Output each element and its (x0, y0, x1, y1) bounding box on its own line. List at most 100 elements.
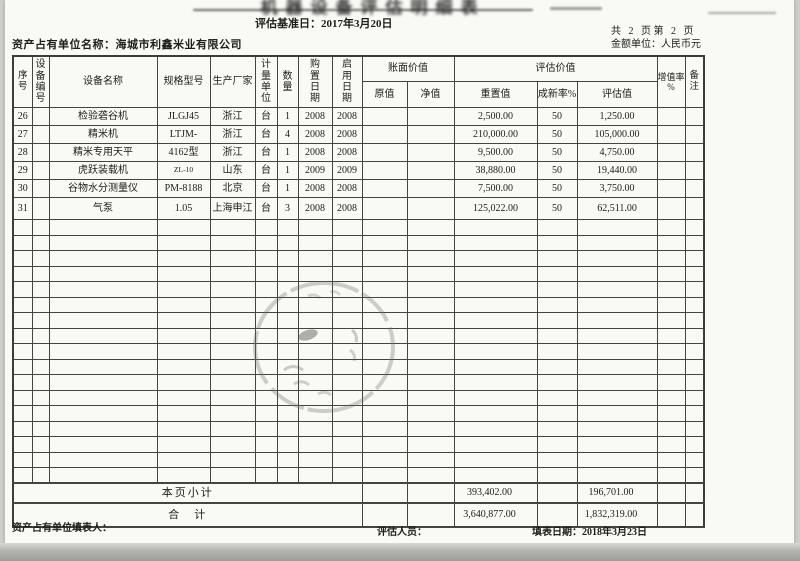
cell-new-rate (536, 502, 578, 528)
col-header-net-value: 净值 (406, 81, 455, 108)
cell-model: ZL-10 (156, 161, 211, 180)
scan-artifact (550, 7, 602, 10)
cell-use-date: 2008 (331, 125, 363, 144)
cell-replace-value: 2,500.00 (453, 107, 538, 126)
document-title-smudged: 机器设备评估明细表 (173, 0, 573, 18)
cell-qty: 1 (276, 179, 299, 198)
empty-table-row (12, 265, 705, 282)
cell-buy-date: 2008 (297, 125, 333, 144)
cell-net-value (406, 125, 455, 144)
empty-table-row (12, 358, 705, 375)
cell-incr-rate (656, 502, 686, 528)
cell-maker: 浙江 (209, 107, 256, 126)
cell-qty: 1 (276, 161, 299, 180)
cell-unit: 台 (254, 143, 278, 162)
cell-model: PM-8188 (156, 179, 211, 198)
cell-maker: 浙江 (209, 143, 256, 162)
cell-incr-rate (656, 197, 686, 220)
footer-appraiser-label: 评估人员： (377, 527, 427, 538)
cell-no: 26 (12, 107, 33, 126)
empty-table-row (12, 250, 705, 267)
page-count: 共 2 页第 2 页 (611, 26, 696, 37)
cell-qty: 1 (276, 143, 299, 162)
empty-table-row (12, 374, 705, 391)
cell-orig-value (361, 161, 408, 180)
cell-equip-no (31, 125, 50, 144)
cell-name: 谷物水分测量仪 (48, 179, 158, 198)
cell-use-date: 2008 (331, 179, 363, 198)
cell-orig-value (361, 502, 408, 528)
col-header-seq: 序号 (12, 55, 33, 108)
cell-note (684, 502, 705, 528)
col-header-equip-no: 设备编号 (31, 55, 50, 108)
valuation-base-date: 评估基准日：2017年3月20日 (255, 18, 393, 30)
cell-maker: 上海申江 (209, 197, 256, 220)
cell-use-date: 2008 (331, 143, 363, 162)
empty-table-row (12, 312, 705, 329)
empty-table-row (12, 451, 705, 468)
cell-equip-no (31, 197, 50, 220)
cell-orig-value (361, 125, 408, 144)
cell-unit: 台 (254, 107, 278, 126)
empty-table-row (12, 219, 705, 236)
cell-orig-value (361, 179, 408, 198)
cell-qty: 4 (276, 125, 299, 144)
empty-table-row (12, 281, 705, 298)
cell-new-rate (536, 482, 578, 504)
col-header-buy-date: 购置日期 (297, 55, 333, 108)
subtotal-row: 本页小计 393,402.00 196,701.00 (12, 482, 705, 504)
col-header-eval-value: 评估值 (576, 81, 658, 108)
currency-unit: 金额单位：人民币元 (611, 38, 701, 50)
cell-orig-value (361, 143, 408, 162)
cell-replace-value: 210,000.00 (453, 125, 538, 144)
cell-model: LTJM- (156, 125, 211, 144)
cell-orig-value (361, 197, 408, 220)
cell-net-value (406, 179, 455, 198)
col-header-model: 规格型号 (156, 55, 211, 108)
cell-net-value (406, 143, 455, 162)
cell-eval-value: 62,511.00 (576, 197, 658, 220)
cell-new-rate: 50 (536, 179, 578, 198)
cell-buy-date: 2008 (297, 197, 333, 220)
col-header-incr-rate: 增值率 % (656, 55, 686, 108)
cell-buy-date: 2008 (297, 143, 333, 162)
cell-incr-rate (656, 482, 686, 504)
empty-rows (12, 219, 705, 484)
cell-maker: 北京 (209, 179, 256, 198)
cell-name: 精米机 (48, 125, 158, 144)
empty-table-row (12, 343, 705, 360)
cell-orig-value (361, 107, 408, 126)
col-header-orig-value: 原值 (361, 81, 408, 108)
cell-note (684, 143, 705, 162)
cell-name: 检验砻谷机 (48, 107, 158, 126)
cell-note (684, 107, 705, 126)
cell-note (684, 125, 705, 144)
cell-incr-rate (656, 143, 686, 162)
cell-equip-no (31, 107, 50, 126)
cell-model: 1.05 (156, 197, 211, 220)
cell-equip-no (31, 143, 50, 162)
empty-table-row (12, 405, 705, 422)
cell-new-rate: 50 (536, 161, 578, 180)
cell-equip-no (31, 161, 50, 180)
cell-incr-rate (656, 125, 686, 144)
cell-net-value (406, 161, 455, 180)
table-row: 27 精米机 LTJM- 浙江 台 4 2008 2008 210,000.00… (12, 125, 705, 144)
document-page: 机器设备评估明细表 评估基准日：2017年3月20日 共 2 页第 2 页 金额… (5, 0, 794, 546)
cell-name: 气泵 (48, 197, 158, 220)
cell-new-rate: 50 (536, 197, 578, 220)
col-header-note: 备注 (684, 55, 705, 108)
cell-new-rate: 50 (536, 107, 578, 126)
cell-unit: 台 (254, 179, 278, 198)
empty-table-row (12, 389, 705, 406)
cell-eval-value: 19,440.00 (576, 161, 658, 180)
cell-name: 精米专用天平 (48, 143, 158, 162)
empty-table-row (12, 467, 705, 484)
scan-artifact (193, 9, 533, 11)
cell-net-value (406, 107, 455, 126)
cell-no: 28 (12, 143, 33, 162)
cell-replace-value: 38,880.00 (453, 161, 538, 180)
cell-model: 4162型 (156, 143, 211, 162)
cell-note (684, 161, 705, 180)
